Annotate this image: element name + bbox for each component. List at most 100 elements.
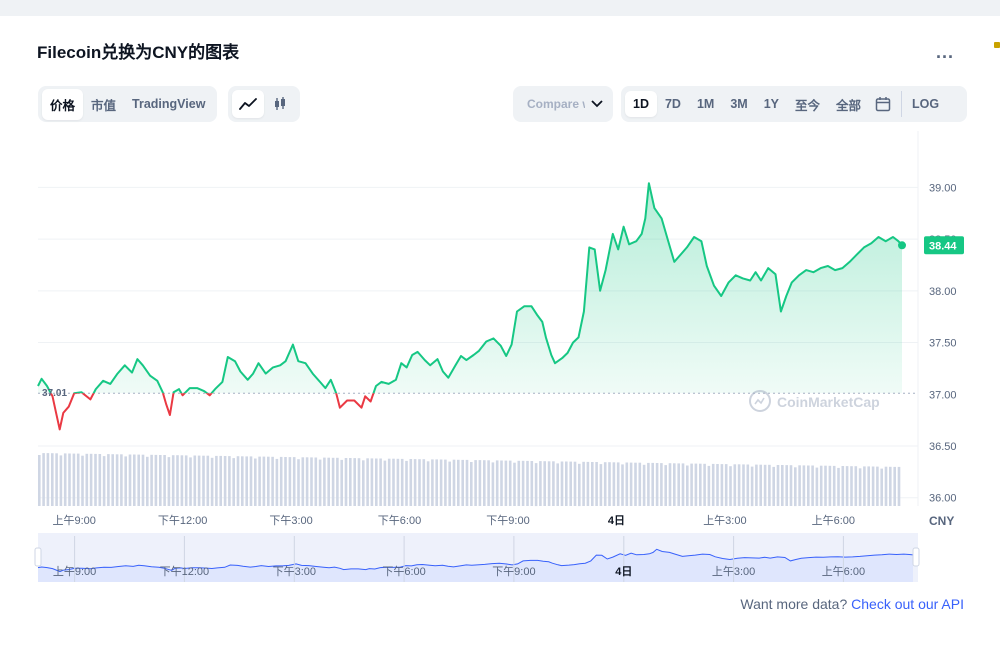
volume-bar xyxy=(889,466,892,506)
grid-lines xyxy=(38,131,919,506)
navigator-handle-left[interactable] xyxy=(34,547,42,567)
volume-bar xyxy=(141,454,145,506)
volume-bar xyxy=(716,464,719,506)
volume-bar xyxy=(275,458,279,506)
volume-bar xyxy=(180,455,184,506)
volume-bar xyxy=(867,466,870,506)
volume-bar xyxy=(591,462,594,506)
volume-bar xyxy=(137,454,140,506)
volume-bar xyxy=(794,467,797,507)
tab-price[interactable]: 价格 xyxy=(42,88,84,120)
chart-card: Filecoin兑换为CNY的图表 ... 价格 市值 TradingView … xyxy=(0,16,1000,650)
volume-bar xyxy=(543,461,546,506)
x-tick-label: 上午3:00 xyxy=(703,514,746,527)
volume-bar xyxy=(811,465,814,506)
x-tick-label: 上午9:00 xyxy=(52,514,95,527)
price-chart[interactable]: 37.01 36.0036.5037.0037.5038.0038.5039.0… xyxy=(0,16,1000,650)
volume-bar xyxy=(171,455,175,506)
range-ytd[interactable]: 至今 xyxy=(795,98,821,113)
volume-bar xyxy=(720,464,724,506)
volume-bar xyxy=(530,461,534,506)
volume-bar xyxy=(102,456,106,507)
volume-bar xyxy=(880,468,883,506)
volume-bar xyxy=(245,456,248,506)
range-1d[interactable]: 1D xyxy=(625,91,657,117)
volume-bar xyxy=(517,460,521,506)
volume-bar xyxy=(565,461,568,506)
volume-bar xyxy=(668,463,672,506)
volume-bar xyxy=(81,455,84,506)
volume-bar xyxy=(448,461,451,506)
range-7d[interactable]: 7D xyxy=(664,97,681,111)
range-all[interactable]: 全部 xyxy=(836,98,862,113)
volume-bar xyxy=(491,462,495,506)
volume-bar xyxy=(642,464,646,506)
volume-bar xyxy=(159,455,162,506)
volume-bar xyxy=(284,457,287,506)
volume-bar xyxy=(582,461,585,506)
volume-bars xyxy=(38,453,901,507)
x-tick-label: 下午12:00 xyxy=(158,514,208,527)
volume-bar xyxy=(292,457,296,506)
x-tick-label: 下午9:00 xyxy=(486,514,529,527)
volume-bar xyxy=(379,458,382,506)
volume-bar xyxy=(219,455,222,506)
volume-bar xyxy=(768,464,771,506)
volume-bar xyxy=(357,458,361,506)
coinmarketcap-watermark: CoinMarketCap xyxy=(749,390,880,412)
volume-bar xyxy=(569,461,572,506)
volume-bar xyxy=(789,465,793,506)
range-1y[interactable]: 1Y xyxy=(763,97,780,111)
volume-bar xyxy=(163,455,166,506)
volume-bar xyxy=(759,464,762,506)
volume-bar xyxy=(513,462,516,506)
volume-bar xyxy=(556,463,559,506)
tab-market-cap[interactable]: 市值 xyxy=(91,98,117,113)
volume-bar xyxy=(154,454,158,506)
navigator-tick-label: 下午3:00 xyxy=(273,565,316,578)
volume-bar xyxy=(871,466,875,506)
chart-style-toggle xyxy=(228,86,300,122)
volume-bar xyxy=(362,460,365,507)
volume-bar xyxy=(435,459,438,506)
navigator-handle-right[interactable] xyxy=(912,547,920,567)
log-toggle[interactable]: LOG xyxy=(901,91,947,117)
x-tick-label: 4日 xyxy=(608,514,625,527)
volume-bar xyxy=(621,464,624,506)
navigator-tick-label: 上午9:00 xyxy=(53,565,96,578)
navigator-area xyxy=(38,549,913,582)
volume-bar xyxy=(578,463,581,507)
currency-label: CNY xyxy=(929,514,954,528)
line-chart-icon[interactable] xyxy=(232,90,264,118)
volume-bar xyxy=(72,453,76,506)
range-navigator[interactable]: 上午9:00 下午12:00 下午3:00 下午6:00 下午9:00 4日 上午3:00 上… xyxy=(34,533,920,582)
volume-bar xyxy=(673,463,676,506)
candlestick-icon[interactable] xyxy=(264,90,296,118)
price-line-up xyxy=(37,182,903,394)
volume-bar xyxy=(176,455,179,506)
volume-bar xyxy=(249,456,253,506)
navigator-tick-label: 下午9:00 xyxy=(492,565,535,578)
volume-bar xyxy=(193,455,197,506)
volume-bar xyxy=(128,454,132,506)
compare-dropdown[interactable]: Compare with xyxy=(513,86,613,122)
volume-bar xyxy=(210,457,214,506)
volume-bar xyxy=(841,466,845,506)
more-options-button[interactable]: ... xyxy=(936,42,955,62)
tab-tradingview[interactable]: TradingView xyxy=(132,97,206,111)
navigator-tick-label: 下午6:00 xyxy=(382,565,425,578)
volume-bar xyxy=(508,460,512,506)
calendar-icon[interactable] xyxy=(869,90,897,118)
volume-bar xyxy=(387,458,391,506)
range-3m[interactable]: 3M xyxy=(730,97,748,111)
api-link[interactable]: Check out our API xyxy=(851,596,964,612)
y-tick-label: 37.50 xyxy=(929,338,957,350)
volume-bar xyxy=(832,465,836,506)
footer: Want more data? Check out our API xyxy=(740,596,964,612)
edge-indicator xyxy=(994,42,1000,48)
volume-bar xyxy=(418,459,421,506)
current-price-tag: 38.44 xyxy=(924,236,964,255)
volume-bar xyxy=(897,466,901,506)
range-1m[interactable]: 1M xyxy=(696,97,715,111)
volume-bar xyxy=(422,459,426,506)
